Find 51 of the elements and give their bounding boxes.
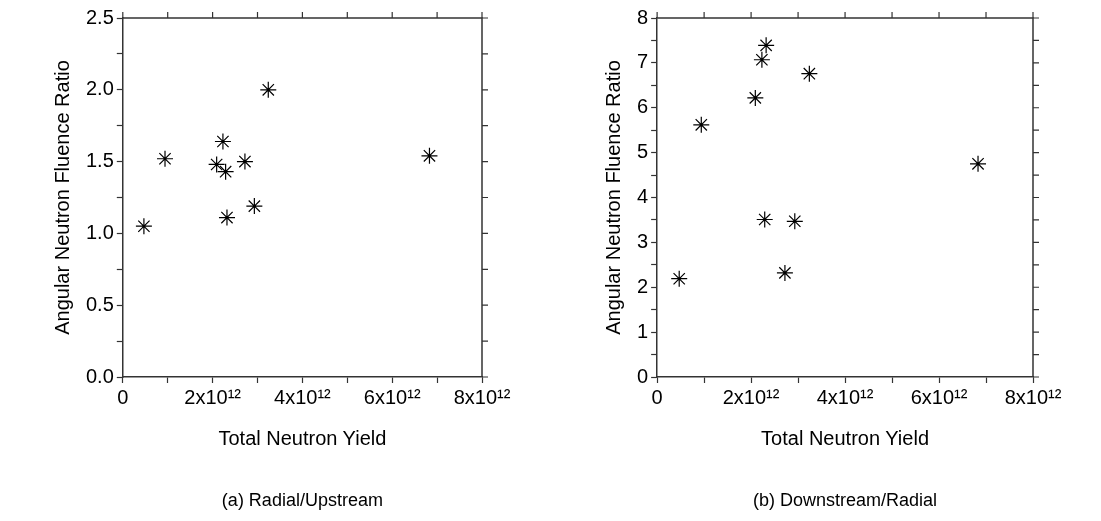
y-tick-label: 5 [637,140,649,163]
point [420,147,439,165]
x-tick-label: 0 [117,385,129,408]
point [245,197,263,215]
point [753,51,771,69]
y-tick-label: 0.5 [85,292,114,315]
y-tick-label: 1.5 [85,149,114,172]
y-tick-label: 7 [637,50,649,73]
point [786,212,804,230]
x-tick-label: 6x10¹² [363,385,421,408]
y-axis-title: Angular Neutron Fluence Ratio [50,60,73,335]
point [236,153,254,171]
point [259,81,277,99]
x-axis-title: Total Neutron Yield [761,426,930,449]
x-tick-label: 8x10¹² [1004,385,1062,408]
x-tick-label: 6x10¹² [910,385,968,408]
point [969,155,987,173]
y-tick-label: 3 [637,229,649,252]
text: (b) Downstream/Radial [753,490,938,510]
point [776,264,794,282]
point [156,150,174,168]
y-tick-label: 1.0 [85,220,114,243]
point [800,65,818,83]
point [746,89,764,107]
y-tick-label: 8 [637,5,649,28]
y-tick-label: 4 [637,185,649,208]
point [756,210,774,229]
text: (a) Radial/Upstream [221,490,383,510]
point [217,163,235,181]
point [218,209,236,227]
x-tick-label: 4x10¹² [816,385,874,408]
y-tick-label: 1 [637,319,649,342]
point [214,132,232,151]
y-tick-label: 6 [637,95,649,118]
x-axis-title: Total Neutron Yield [218,426,387,449]
point [757,36,775,54]
point [670,270,688,288]
y-tick-label: 0 [637,364,649,387]
x-tick-label: 2x10¹² [722,385,780,408]
point [692,116,710,134]
point [208,155,226,174]
x-tick-label: 2x10¹² [184,385,242,408]
y-tick-label: 2.0 [85,77,114,100]
point [135,217,153,235]
x-tick-label: 8x10¹² [453,385,511,408]
y-tick-label: 0.0 [85,364,114,387]
y-axis-title: Angular Neutron Fluence Ratio [601,60,624,335]
y-tick-label: 2 [637,274,649,297]
y-tick-label: 2.5 [85,5,114,28]
x-tick-label: 4x10¹² [274,385,332,408]
x-tick-label: 0 [651,385,663,408]
